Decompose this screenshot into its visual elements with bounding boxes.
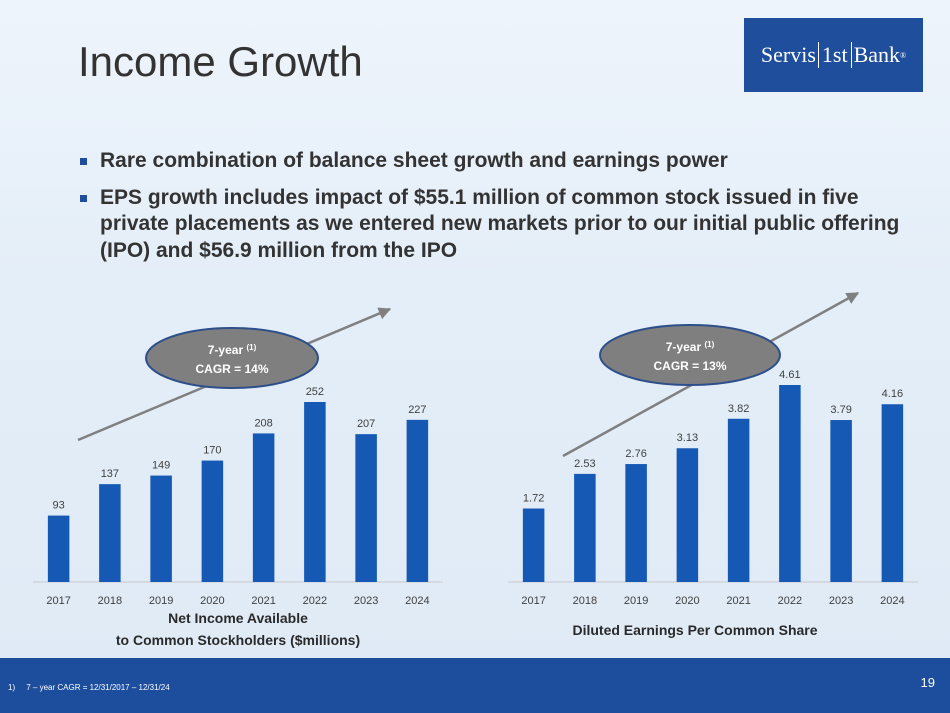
x-tick-label: 2022 [303,595,327,607]
bullet-text: Rare combination of balance sheet growth… [100,149,728,172]
bar-data-label: 3.13 [677,432,698,444]
bar-data-label: 3.82 [728,403,749,415]
bar-data-label: 208 [254,417,272,429]
servisfirst-logo: Servis 1st Bank ® [744,18,923,92]
cagr-callout-label: 7-year (1) [666,340,715,354]
bar-data-label: 93 [53,500,65,512]
bar-data-label: 170 [203,445,221,457]
bar [574,473,596,582]
bar-data-label: 3.79 [830,404,851,416]
bar [727,418,750,582]
x-tick-label: 2024 [405,595,429,607]
bar [625,464,647,582]
x-tick-label: 2023 [829,595,853,607]
bullet-square-icon [80,194,87,202]
bar-data-label: 149 [152,460,170,472]
bar [881,404,904,582]
bar [779,385,801,582]
bullet-square-icon [80,158,87,165]
bar [47,515,70,582]
bar-data-label: 207 [357,418,375,430]
chart-title-line: Diluted Earnings Per Common Share [572,622,817,638]
net-income-chart: 93 2017 137 2018 149 2019 170 2020 208 2021 252 202… [33,307,443,648]
x-tick-label: 2017 [46,595,70,607]
bar-data-label: 4.16 [882,388,903,400]
cagr-callout-ellipse [145,327,319,389]
bar-data-label: 252 [306,386,324,398]
bar-data-label: 137 [101,468,119,480]
eps-chart: 1.72 2017 2.53 2018 2.76 2019 3.13 2020 3.82 2021… [508,291,918,638]
logo-text-servis: Servis [760,42,816,67]
x-tick-label: 2024 [880,595,904,607]
x-tick-label: 2021 [251,595,275,607]
slide-title: Income Growth [78,38,363,85]
logo-registered-mark: ® [900,50,907,60]
chart-title-line: to Common Stockholders ($millions) [116,632,360,648]
x-tick-label: 2021 [726,595,750,607]
bar [252,433,275,582]
bar [676,448,699,582]
chart-title-line: Net Income Available [168,610,308,626]
logo-text-bank: Bank [853,42,901,67]
bar [830,420,852,582]
page-number: 19 [920,675,935,690]
x-tick-label: 2022 [778,595,802,607]
bar [406,419,429,582]
bullet-item: Rare combination of balance sheet growth… [80,148,900,175]
x-tick-label: 2017 [521,595,545,607]
x-tick-label: 2019 [624,595,648,607]
cagr-callout-value: CAGR = 13% [653,359,726,373]
cagr-callout-label: 7-year (1) [208,343,257,357]
bullet-item: EPS growth includes impact of $55.1 mill… [80,185,900,265]
x-tick-label: 2018 [573,595,597,607]
bar-data-label: 2.76 [625,448,646,460]
bar-data-label: 1.72 [523,492,544,504]
x-tick-label: 2020 [200,595,224,607]
footer-bar: 1) 7 – year CAGR = 12/31/2017 – 12/31/24… [0,658,950,713]
cagr-callout-value: CAGR = 14% [195,362,268,376]
x-tick-label: 2023 [354,595,378,607]
bullet-text: EPS growth includes impact of $55.1 mill… [100,185,900,262]
x-tick-label: 2020 [675,595,699,607]
bullet-list: Rare combination of balance sheet growth… [80,148,900,275]
logo-text-1st: 1st [817,42,852,68]
bar [150,475,172,582]
footnote: 1) 7 – year CAGR = 12/31/2017 – 12/31/24 [8,683,170,692]
bar-data-label: 4.61 [779,369,800,381]
bar [304,402,326,582]
bar [355,434,377,582]
bar-data-label: 2.53 [574,458,595,470]
x-tick-label: 2019 [149,595,173,607]
bar [99,484,121,582]
bar [522,508,545,582]
bar [201,460,224,582]
bar-data-label: 227 [408,404,426,416]
cagr-callout-ellipse [599,324,781,386]
x-tick-label: 2018 [98,595,122,607]
